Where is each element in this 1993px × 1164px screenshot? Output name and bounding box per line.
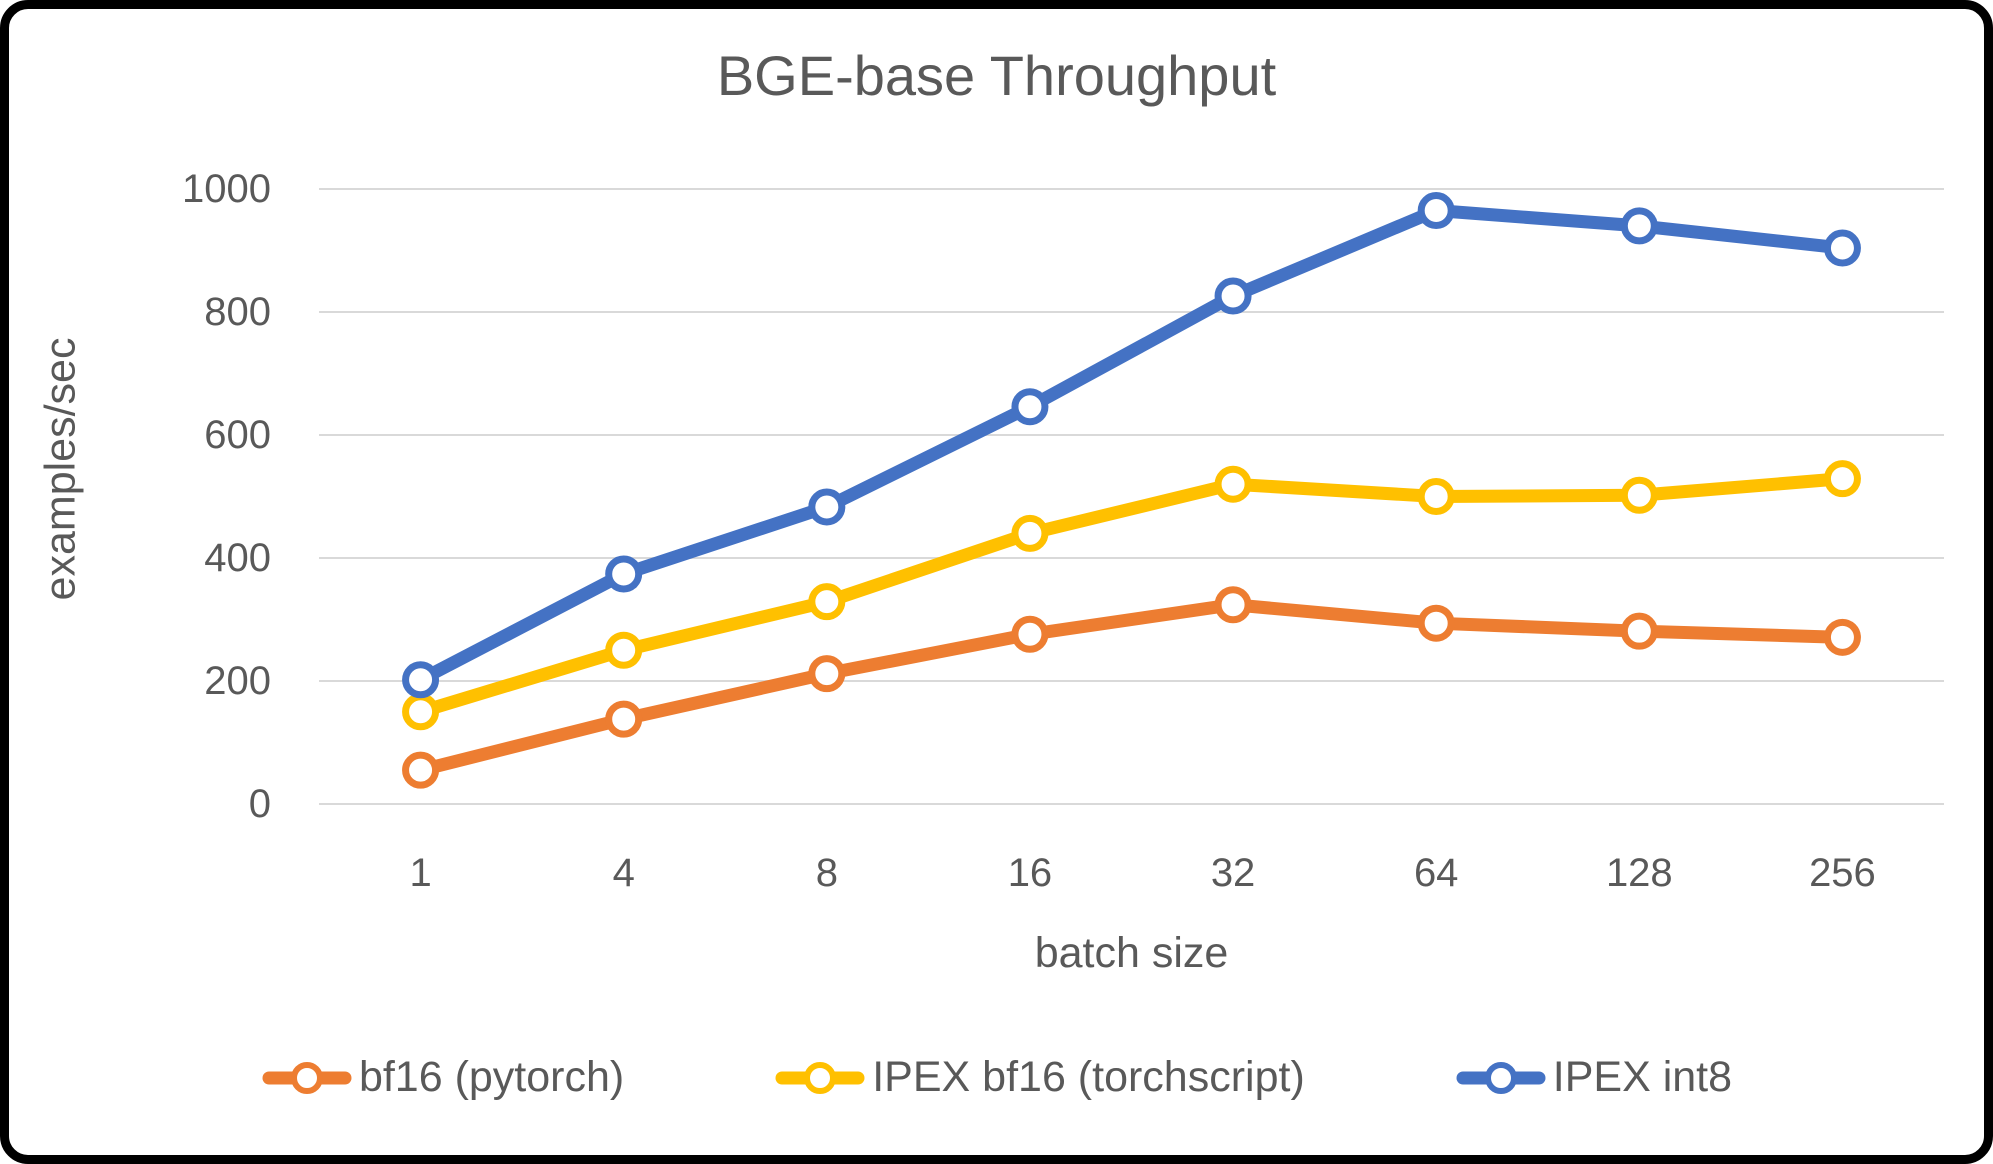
y-tick-label: 800 [204,290,271,334]
legend-marker-icon [262,1061,352,1094]
y-tick-label: 400 [204,536,271,580]
legend-label: bf16 (pytorch) [358,1053,625,1101]
data-point-marker [1417,478,1455,515]
legend-marker-icon [775,1061,865,1094]
legend-item: IPEX bf16 (torchscript) [774,1053,1305,1102]
data-point-marker [1620,612,1658,650]
legend: bf16 (pytorch) IPEX bf16 (torchscript) IPE… [9,1053,1984,1102]
y-tick-label: 1000 [182,167,271,211]
data-point-marker [1011,615,1049,653]
y-tick-label: 0 [248,782,271,826]
data-point-marker [808,655,846,693]
data-point-marker [1823,618,1861,656]
x-tick-label: 32 [1210,851,1256,895]
data-point-marker [605,631,643,669]
data-point-marker [808,488,846,526]
x-tick-label: 64 [1413,851,1459,895]
x-tick-label: 256 [1809,851,1876,895]
legend-label: IPEX int8 [1552,1053,1733,1101]
plot-area [319,188,1944,805]
x-tick-label: 1 [409,851,432,895]
data-point-marker [402,661,440,699]
series-line [414,204,1849,687]
data-point-marker [1620,207,1658,245]
x-axis-title: batch size [1034,929,1229,977]
data-point-marker [1417,192,1455,230]
data-point-marker [1214,586,1252,624]
chart-title: BGE-base Throughput [716,44,1277,107]
x-tick-label: 8 [815,851,838,895]
data-point-marker [1823,460,1861,498]
y-tick-label: 600 [204,413,271,457]
x-tick-label: 128 [1605,851,1673,895]
data-point-marker [1214,465,1252,503]
data-point-marker [1011,388,1049,426]
data-point-marker [808,583,846,621]
data-point-marker [605,700,643,738]
x-tick-label: 16 [1007,851,1053,895]
data-point-marker [605,555,643,593]
data-point-marker [1417,604,1455,642]
data-point-marker [402,693,440,731]
series-line [414,598,1849,777]
x-tick-label: 4 [612,851,635,895]
data-point-marker [1011,514,1049,552]
y-tick-label: 200 [204,659,271,703]
series-line [414,472,1849,719]
data-point-marker [1620,476,1658,514]
legend-item: IPEX int8 [1455,1053,1732,1102]
data-point-marker [1214,277,1252,315]
legend-item: bf16 (pytorch) [261,1053,624,1102]
legend-marker-icon [1456,1061,1546,1094]
data-point-marker [1823,229,1861,267]
legend-label: IPEX bf16 (torchscript) [872,1053,1305,1101]
data-point-marker [402,751,440,789]
